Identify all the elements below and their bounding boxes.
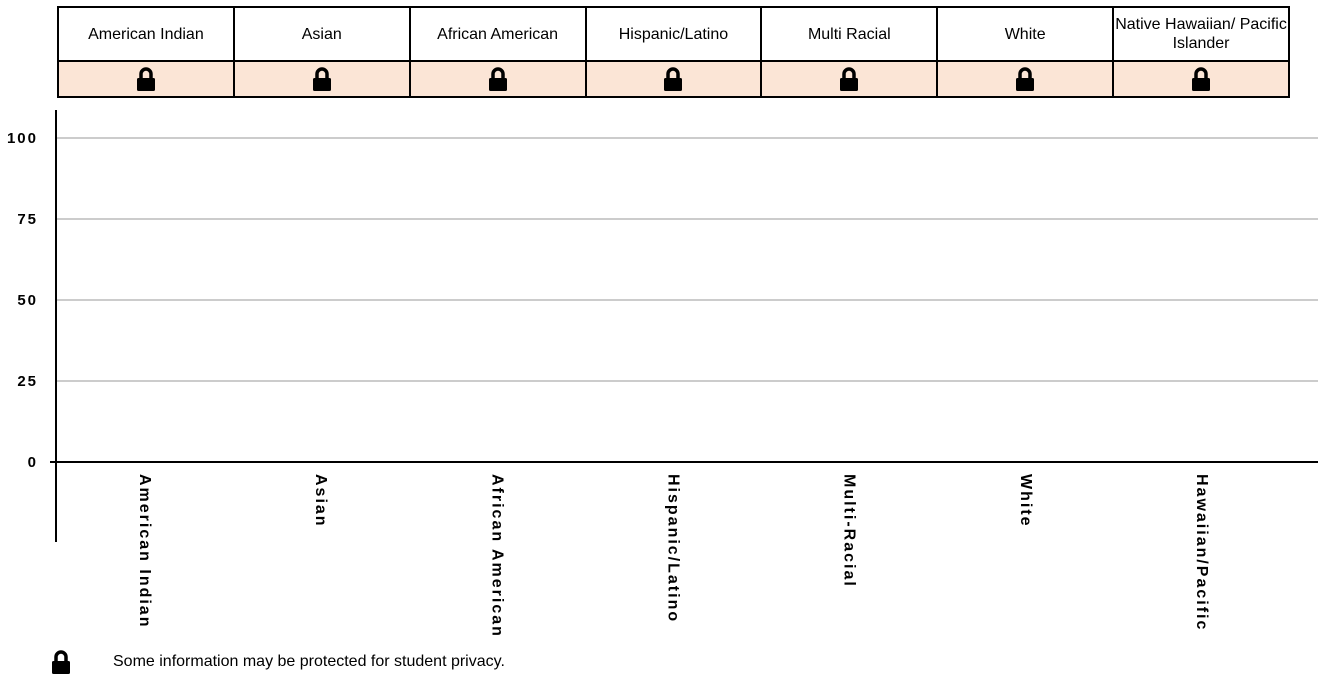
lock-cell	[936, 60, 1115, 98]
lock-icon	[1015, 66, 1035, 92]
subgroup-names-row: American Indian Asian African American H…	[57, 6, 1290, 62]
x-axis-ticks: American Indian Asian African American Hisp…	[136, 474, 1210, 638]
y-tick-label: 100	[7, 130, 38, 147]
y-tick-label: 50	[17, 292, 38, 309]
lock-cell	[232, 60, 411, 98]
subgroup-header: Multi Racial	[760, 6, 939, 62]
subgroup-header: American Indian	[57, 6, 235, 62]
grid-lines	[56, 137, 1318, 382]
y-tick-label: 75	[17, 211, 38, 228]
x-tick-label: American Indian	[136, 474, 153, 628]
subgroup-header: African American	[408, 6, 587, 62]
lock-cell	[1112, 60, 1290, 98]
subgroup-header: White	[936, 6, 1115, 62]
lock-cell	[584, 60, 763, 98]
lock-cell	[408, 60, 587, 98]
lock-icon	[488, 66, 508, 92]
y-axis-ticks: 0 25 50 75 100	[7, 130, 38, 471]
lock-cell	[57, 60, 235, 98]
lock-icon	[839, 66, 859, 92]
x-tick-label: African American	[488, 474, 505, 638]
bar-chart: 0 25 50 75 100 American Indian Asian African A…	[7, 110, 1318, 638]
lock-icon	[663, 66, 683, 92]
subgroup-table: American Indian Asian African American H…	[57, 6, 1290, 98]
privacy-note: Some information may be protected for st…	[51, 650, 505, 674]
subgroup-lock-row	[57, 60, 1290, 98]
lock-icon	[136, 66, 156, 92]
x-tick-label: Asian	[312, 474, 329, 528]
lock-cell	[760, 60, 939, 98]
y-tick-label: 0	[28, 454, 38, 471]
x-tick-label: Hawaiian/Pacific	[1193, 474, 1210, 631]
lock-icon	[1191, 66, 1211, 92]
x-tick-label: Hispanic/Latino	[665, 474, 682, 623]
subgroup-header: Hispanic/Latino	[584, 6, 763, 62]
subgroup-header: Native Hawaiian/ Pacific Islander	[1112, 6, 1290, 62]
subgroup-header: Asian	[232, 6, 411, 62]
lock-icon	[312, 66, 332, 92]
x-tick-label: White	[1017, 474, 1034, 528]
x-tick-label: Multi-Racial	[841, 474, 858, 588]
lock-icon	[51, 649, 71, 675]
privacy-note-text: Some information may be protected for st…	[113, 653, 505, 670]
y-tick-label: 25	[17, 373, 38, 390]
